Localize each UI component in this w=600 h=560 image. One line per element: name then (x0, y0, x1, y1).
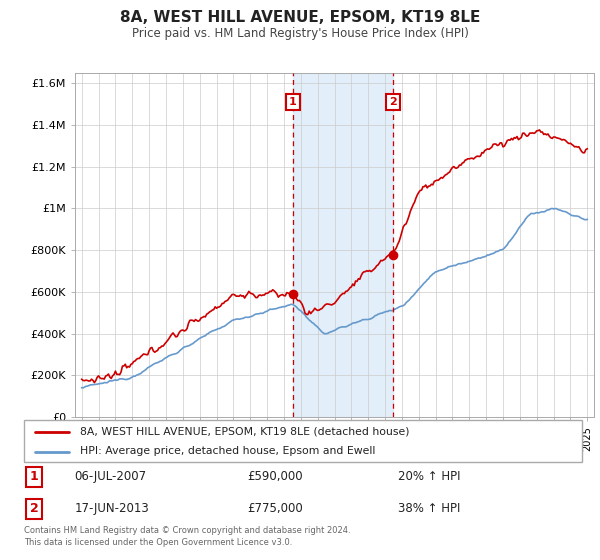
Text: Contains HM Land Registry data © Crown copyright and database right 2024.: Contains HM Land Registry data © Crown c… (24, 526, 350, 535)
Text: 17-JUN-2013: 17-JUN-2013 (74, 502, 149, 515)
Text: 1: 1 (29, 470, 38, 483)
Text: £775,000: £775,000 (247, 502, 303, 515)
Text: 1: 1 (289, 97, 297, 107)
Text: 20% ↑ HPI: 20% ↑ HPI (398, 470, 460, 483)
Text: 8A, WEST HILL AVENUE, EPSOM, KT19 8LE (detached house): 8A, WEST HILL AVENUE, EPSOM, KT19 8LE (d… (80, 427, 409, 437)
Text: 2: 2 (29, 502, 38, 515)
Text: 2: 2 (389, 97, 397, 107)
Text: 06-JUL-2007: 06-JUL-2007 (74, 470, 146, 483)
Text: Price paid vs. HM Land Registry's House Price Index (HPI): Price paid vs. HM Land Registry's House … (131, 27, 469, 40)
Text: 38% ↑ HPI: 38% ↑ HPI (398, 502, 460, 515)
FancyBboxPatch shape (24, 420, 582, 462)
Text: 8A, WEST HILL AVENUE, EPSOM, KT19 8LE: 8A, WEST HILL AVENUE, EPSOM, KT19 8LE (120, 10, 480, 25)
Text: HPI: Average price, detached house, Epsom and Ewell: HPI: Average price, detached house, Epso… (80, 446, 375, 456)
Text: This data is licensed under the Open Government Licence v3.0.: This data is licensed under the Open Gov… (24, 538, 292, 547)
Bar (293, 73, 393, 417)
Text: £590,000: £590,000 (247, 470, 303, 483)
